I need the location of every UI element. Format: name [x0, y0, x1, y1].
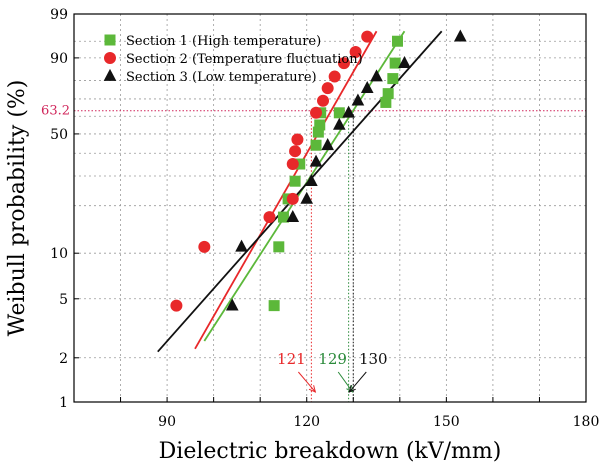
legend-label: Section 1 (High temperature) [126, 34, 321, 49]
legend-marker [103, 68, 117, 81]
data-point [387, 73, 399, 85]
data-point [361, 30, 374, 43]
data-point [273, 241, 285, 253]
legend-marker [104, 34, 116, 46]
x-tick-label: 150 [433, 414, 460, 430]
annotation-drop-lines [310, 110, 354, 402]
fit-line [157, 30, 443, 353]
data-point [398, 55, 411, 68]
annotation-arrowhead [308, 385, 317, 393]
data-point [291, 133, 304, 146]
y-tick-label: 1 [59, 395, 68, 411]
data-point [332, 117, 346, 130]
y-tick-label: 90 [50, 51, 68, 67]
plot-frame [73, 13, 587, 403]
breakdown-annotations: 121 129 130 [277, 350, 388, 393]
data-point [337, 57, 350, 70]
data-point [277, 211, 289, 223]
reference-line-label: 63.2 [41, 104, 70, 119]
data-point [342, 105, 355, 118]
x-tick-label: 90 [158, 414, 176, 430]
fit-line [194, 30, 378, 350]
data-point [309, 154, 323, 167]
annotation-label: 129 [318, 350, 347, 368]
data-point [351, 93, 365, 106]
y-axis-title: Weibull probability (%) [5, 80, 30, 337]
annotation-arrowhead [348, 385, 356, 393]
data-point [305, 174, 318, 187]
data-point [321, 138, 334, 151]
data-point [310, 139, 322, 151]
x-axis-ticks: 90 120 150 180 [120, 397, 600, 430]
data-point [235, 239, 248, 252]
data-point [170, 299, 183, 312]
data-point [321, 82, 334, 95]
data-point [349, 46, 362, 59]
y-tick-label: 10 [50, 246, 68, 262]
data-point [312, 126, 324, 138]
data-point [380, 96, 392, 108]
annotation-arrowhead [346, 385, 354, 393]
y-tick-label: 2 [59, 351, 68, 367]
data-point [225, 298, 239, 311]
legend: Section 1 (High temperature) Section 2 (T… [103, 34, 363, 85]
annotation-label: 130 [359, 350, 388, 368]
data-point [454, 29, 467, 42]
data-point [328, 70, 341, 83]
fit-lines [157, 30, 443, 353]
data-point [360, 81, 374, 94]
data-point [317, 94, 330, 107]
data-point [333, 107, 345, 119]
annotation-arrow [348, 371, 367, 393]
x-tick-label: 120 [293, 414, 320, 430]
data-point [198, 240, 211, 253]
data-point [391, 35, 403, 47]
data-point [300, 191, 314, 204]
y-tick-label: 99 [50, 7, 68, 23]
data-point [268, 300, 280, 312]
data-point [286, 192, 299, 205]
y-axis-ticks: 1 2 5 10 50 90 99 [50, 7, 79, 411]
data-point [286, 158, 299, 171]
x-axis-title: Dielectric breakdown (kV/mm) [159, 439, 502, 464]
data-point [286, 209, 300, 222]
legend-label: Section 3 (Low temperature) [126, 70, 317, 85]
annotation-arrow [298, 371, 316, 393]
data-point [289, 145, 302, 158]
y-tick-label: 50 [50, 127, 68, 143]
x-tick-label: 180 [573, 414, 600, 430]
data-point [289, 175, 301, 187]
data-point [263, 211, 276, 224]
data-point [294, 158, 306, 170]
data-points [170, 29, 467, 312]
legend-marker [104, 52, 116, 64]
annotation-label: 121 [277, 350, 306, 368]
legend-label: Section 2 (Temperature fluctuation) [126, 52, 363, 67]
data-point [310, 106, 323, 119]
data-point [382, 88, 394, 100]
y-tick-label: 5 [59, 292, 68, 308]
reference-line-63-2: 63.2 [41, 104, 586, 119]
data-point [370, 69, 383, 82]
data-point [314, 119, 326, 131]
data-point [389, 57, 401, 69]
grid-lines [74, 14, 586, 402]
